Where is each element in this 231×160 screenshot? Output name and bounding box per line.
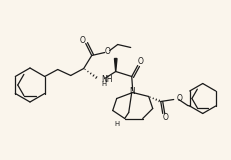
- Text: O: O: [176, 94, 182, 103]
- Text: O: O: [162, 113, 168, 122]
- Text: NH: NH: [101, 75, 113, 84]
- Polygon shape: [114, 59, 116, 72]
- Text: H: H: [101, 80, 106, 87]
- Text: O: O: [104, 47, 110, 56]
- Text: O: O: [137, 57, 143, 66]
- Text: O: O: [79, 36, 85, 45]
- Text: H: H: [114, 120, 119, 127]
- Text: N: N: [128, 87, 134, 96]
